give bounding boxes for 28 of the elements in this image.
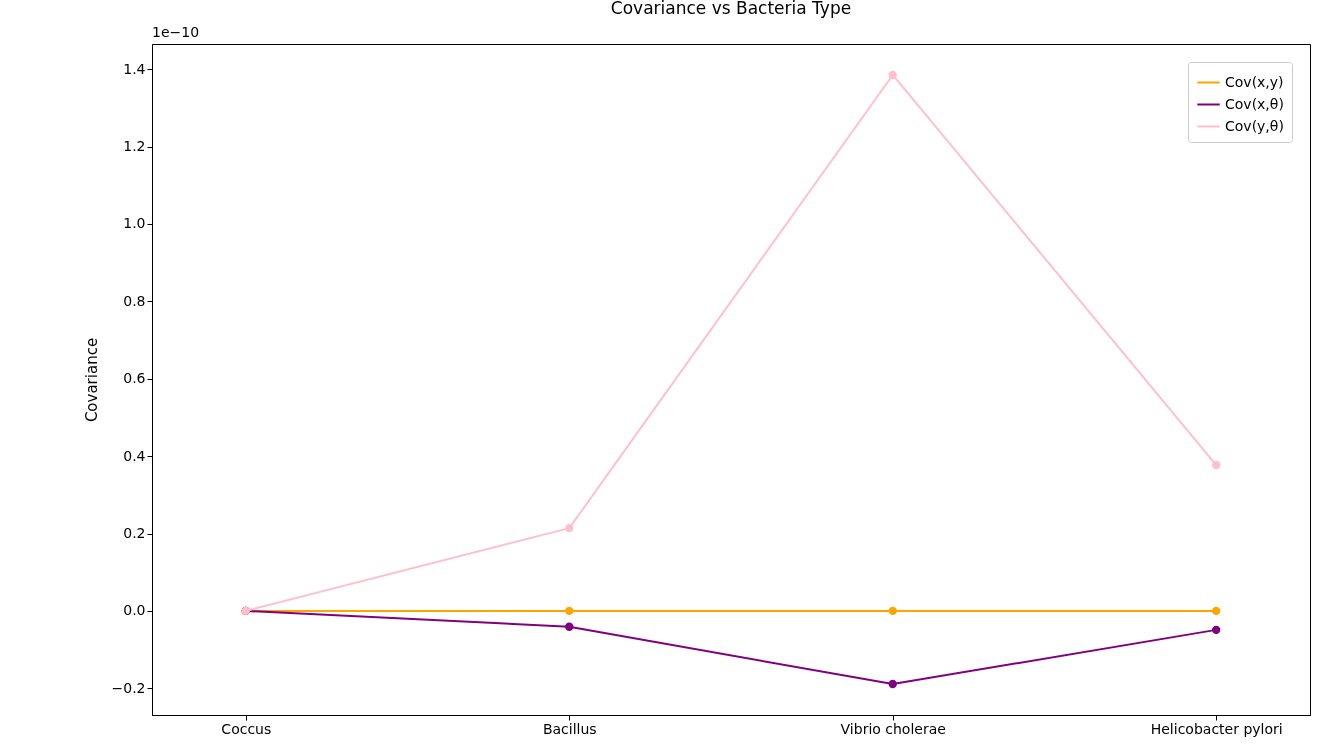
point [1212, 460, 1221, 470]
point [565, 622, 574, 631]
point [565, 606, 574, 616]
y-tick-label: 0.0 [123, 602, 146, 619]
legend-label: Cov(x,y) [1225, 73, 1284, 90]
x-tick-label: Bacillus [542, 720, 597, 737]
point [1212, 625, 1221, 635]
x-tick-label: Coccus [221, 720, 272, 737]
point [888, 70, 897, 80]
point [565, 523, 574, 533]
legend-label: Cov(y,θ) [1225, 117, 1284, 134]
y-tick-label: 1.0 [123, 215, 146, 232]
y-tick-label: 1.4 [123, 60, 146, 77]
point [888, 679, 897, 689]
point [1212, 606, 1221, 616]
y-tick-label: 0.6 [123, 370, 146, 387]
chart-title: Covariance vs Bacteria Type [610, 0, 852, 18]
y-tick-label: 0.2 [123, 525, 146, 542]
y-tick-label: 1.2 [123, 138, 146, 155]
y-tick-label: 0.8 [123, 292, 146, 309]
text: 1e−10 [152, 24, 200, 40]
y-axis-title: Covariance [82, 337, 101, 423]
x-tick-label: Vibrio cholerae [840, 720, 946, 737]
y-tick-label: 0.4 [123, 447, 146, 464]
legend-label: Cov(x,θ) [1225, 95, 1284, 112]
x-tick-label: Helicobacter pylori [1150, 720, 1283, 737]
point [888, 606, 897, 616]
y-tick-label: −0.2 [111, 679, 146, 696]
